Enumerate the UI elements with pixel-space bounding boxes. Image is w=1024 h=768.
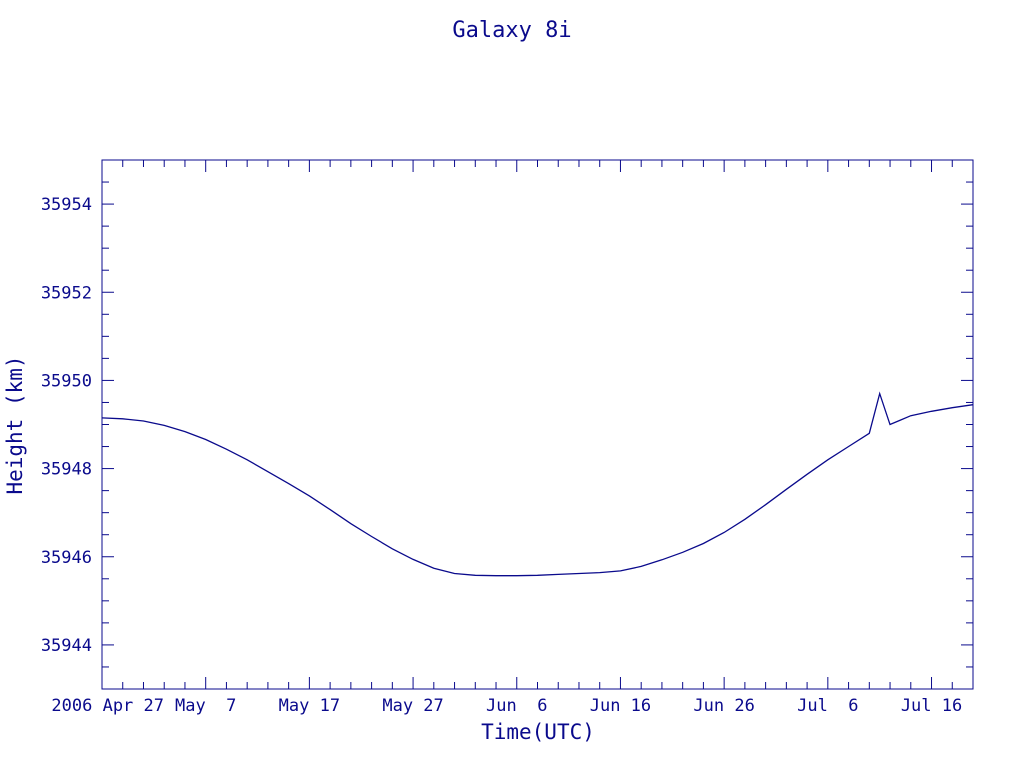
x-tick-label: May 7: [175, 696, 236, 716]
y-axis: 35944 35946 35948 35950 35952 35954: [41, 159, 973, 690]
x-tick-label: Jun 26: [693, 696, 754, 716]
y-tick-label: 35954: [41, 195, 92, 215]
x-tick-label: Jul 6: [797, 696, 858, 716]
x-tick-label: 2006 Apr 27: [51, 696, 164, 716]
x-tick-label: Jun 16: [590, 696, 651, 716]
series-line: [101, 391, 974, 577]
x-tick-label: Jul 16: [901, 696, 962, 716]
x-axis-title: Time(UTC): [481, 720, 595, 744]
y-axis-title: Height (km): [3, 355, 27, 494]
y-tick-label: 35952: [41, 283, 92, 303]
chart-title: Galaxy 8i: [452, 18, 571, 43]
x-tick-label: May 27: [382, 696, 443, 716]
y-tick-label: 35948: [41, 460, 92, 480]
x-tick-label: May 17: [279, 696, 340, 716]
x-axis: 2006 Apr 27 May 7 May 17 May 27 Jun 6 Jun 16 J…: [51, 160, 974, 716]
y-tick-label: 35946: [41, 548, 92, 568]
plot-frame: [101, 159, 974, 690]
y-tick-label: 35950: [41, 371, 92, 391]
y-tick-label: 35944: [41, 636, 92, 656]
x-tick-label: Jun 6: [486, 696, 547, 716]
